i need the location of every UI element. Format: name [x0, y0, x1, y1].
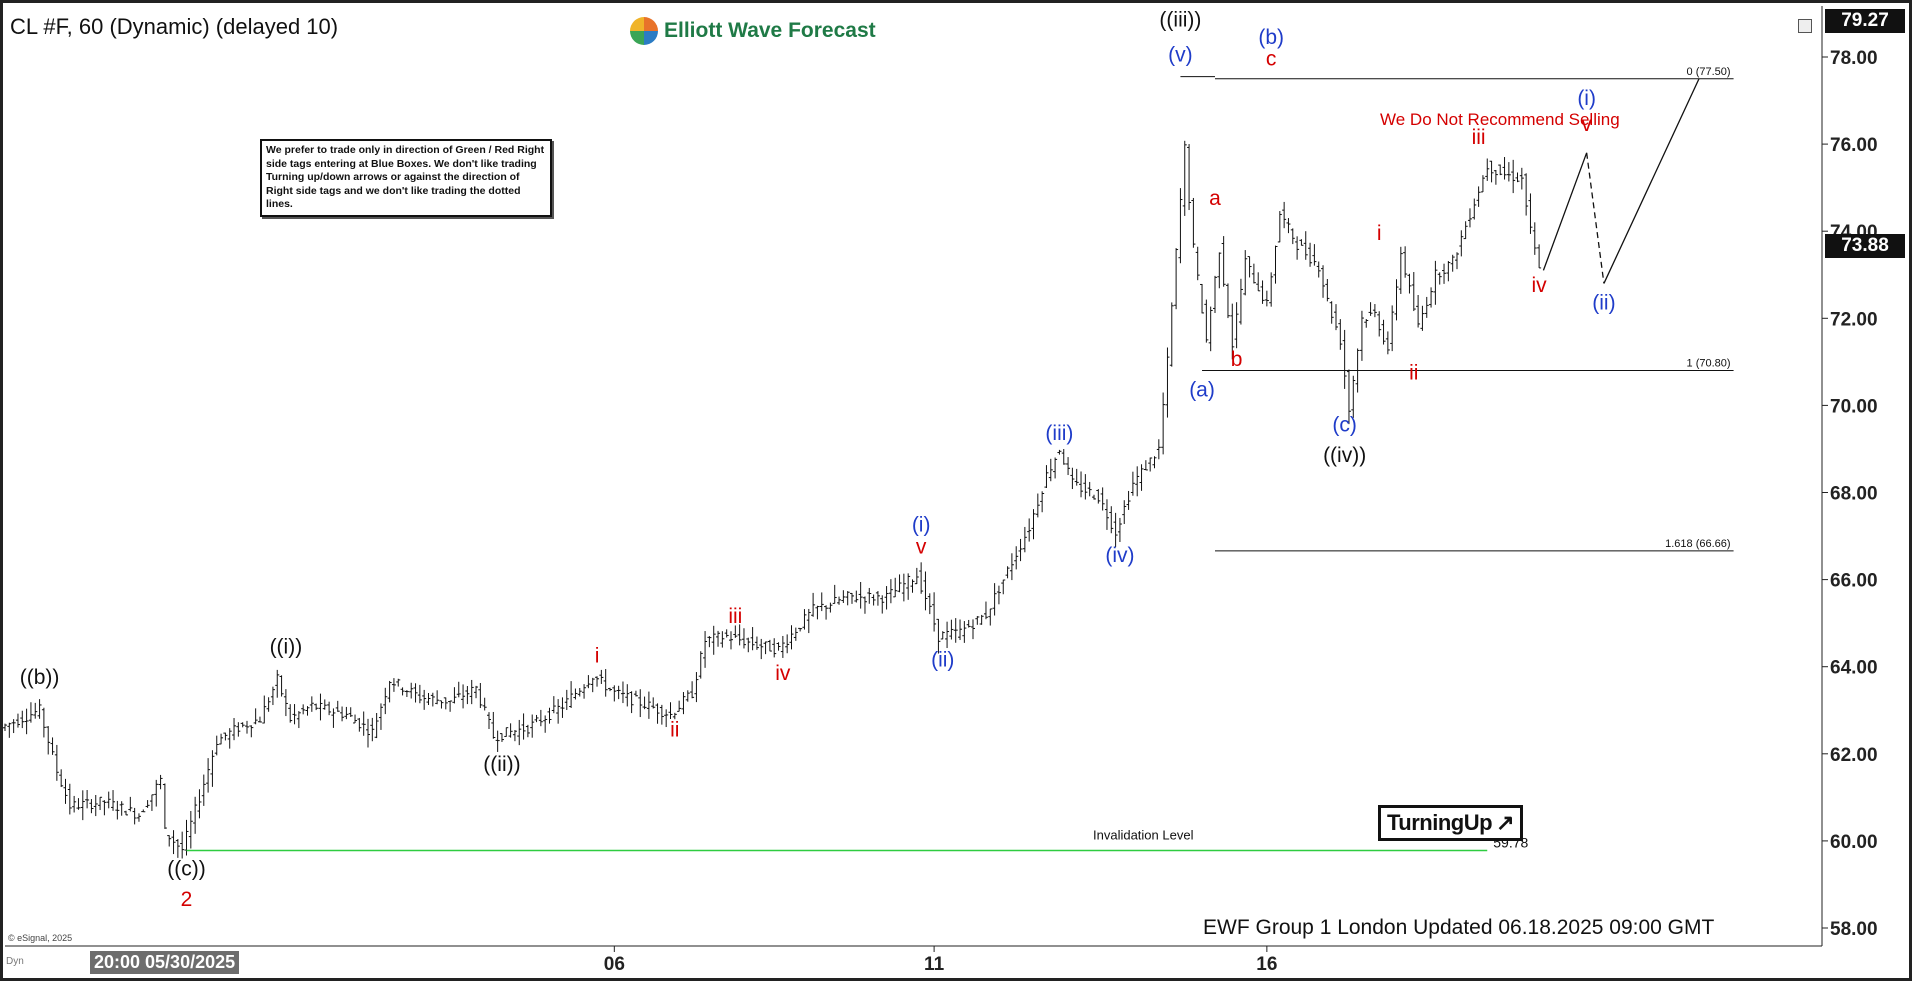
wave-label: iii — [1472, 126, 1486, 149]
turning-up-badge: TurningUp ↗ — [1378, 805, 1523, 841]
invalidation-label: Invalidation Level — [1093, 827, 1194, 842]
wave-label: (a) — [1189, 379, 1215, 402]
projection-line — [1603, 78, 1700, 284]
wave-label: (c) — [1332, 414, 1357, 437]
wave-label: (ii) — [1592, 292, 1615, 315]
fib-level-label: 1.618 (66.66) — [1665, 538, 1730, 550]
brand-logo: Elliott Wave Forecast — [630, 17, 876, 45]
wave-label: v — [916, 535, 927, 558]
arrow-up-right-icon: ↗ — [1496, 810, 1514, 835]
wave-label: ((i)) — [270, 636, 303, 659]
wave-label: a — [1209, 187, 1221, 210]
turning-up-label: TurningUp — [1387, 810, 1493, 835]
high-price-box: 79.27 — [1825, 9, 1905, 33]
chart-title: CL #F, 60 (Dynamic) (delayed 10) — [10, 14, 339, 39]
wave-label: i — [1377, 222, 1382, 245]
cursor-date: 20:00 05/30/2025 — [90, 951, 240, 974]
wave-label: c — [1266, 48, 1277, 71]
projection-line — [1585, 152, 1605, 284]
esignal-copyright: © eSignal, 2025 — [8, 933, 73, 943]
wave-label: 2 — [181, 888, 193, 911]
dyn-indicator: Dyn — [6, 956, 24, 967]
wave-label: (v) — [1168, 43, 1193, 66]
y-tick-label: 64.00 — [1830, 658, 1878, 679]
projection-line — [1542, 152, 1588, 271]
wave-label: ii — [670, 718, 679, 741]
wave-label: iv — [775, 662, 791, 685]
wave-label: (i) — [912, 514, 931, 537]
recommendation-text: We Do Not Recommend Selling — [1380, 110, 1620, 129]
wave-label: (b) — [1258, 26, 1284, 49]
wave-label: ((c)) — [167, 858, 205, 881]
wave-label: (i) — [1577, 87, 1596, 110]
logo-icon — [630, 17, 658, 45]
y-tick-label: 76.00 — [1830, 135, 1878, 156]
y-tick-label: 70.00 — [1830, 396, 1878, 417]
wave-label: ((ii)) — [483, 753, 520, 776]
last-price-box: 73.88 — [1825, 234, 1905, 258]
wave-label: iv — [1532, 274, 1548, 297]
trading-note: We prefer to trade only in direction of … — [260, 139, 552, 217]
y-tick-label: 62.00 — [1830, 745, 1878, 766]
window-restore-icon[interactable] — [1798, 19, 1812, 33]
y-tick-label: 72.00 — [1830, 309, 1878, 330]
wave-label: (iii) — [1045, 422, 1073, 445]
y-tick-label: 68.00 — [1830, 484, 1878, 505]
wave-label: b — [1231, 348, 1243, 371]
y-tick-label: 66.00 — [1830, 571, 1878, 592]
wave-label: ((iv)) — [1323, 444, 1366, 467]
y-tick-label: 78.00 — [1830, 48, 1878, 69]
wave-label: ((iii)) — [1159, 9, 1201, 32]
wave-label: v — [1581, 113, 1592, 136]
wave-label: iii — [728, 605, 742, 628]
logo-text: Elliott Wave Forecast — [664, 19, 876, 42]
y-tick-label: 60.00 — [1830, 832, 1878, 853]
wave-label: (ii) — [931, 649, 954, 672]
wave-label: (iv) — [1105, 544, 1134, 567]
y-tick-label: 58.00 — [1830, 919, 1878, 940]
wave-label: i — [595, 644, 600, 667]
x-tick-label: 11 — [924, 954, 945, 975]
x-tick-label: 06 — [604, 954, 625, 975]
fib-level-label: 1 (70.80) — [1687, 358, 1731, 370]
updated-footer: EWF Group 1 London Updated 06.18.2025 09… — [1203, 916, 1715, 939]
x-tick-label: 16 — [1256, 954, 1277, 975]
wave-label: ((b)) — [20, 666, 60, 689]
wave-label: ii — [1409, 361, 1418, 384]
fib-level-label: 0 (77.50) — [1687, 66, 1731, 78]
